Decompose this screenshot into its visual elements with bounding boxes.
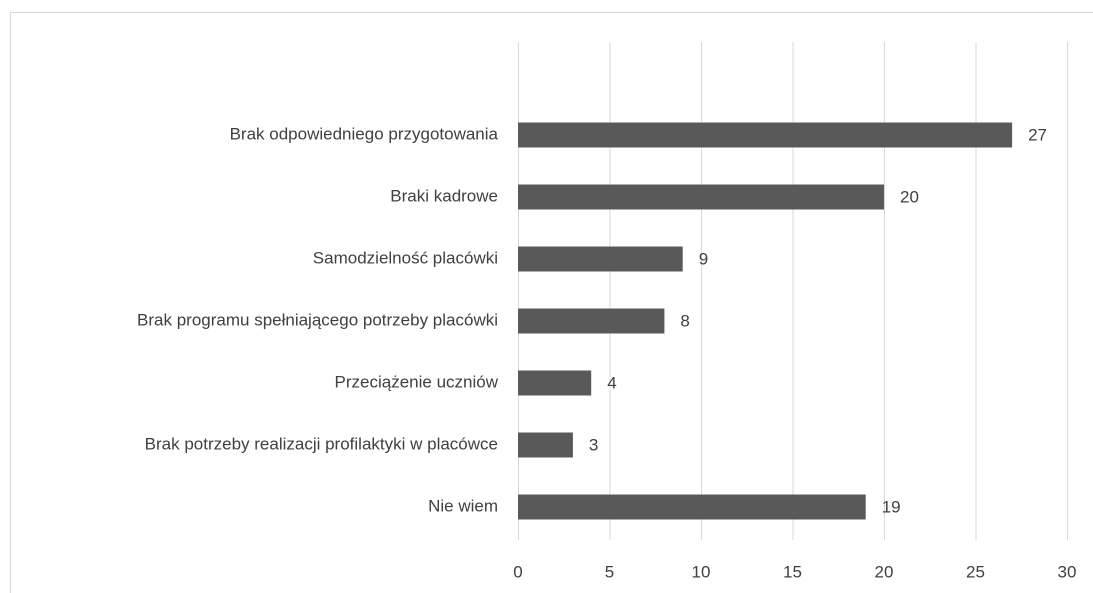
data-label: 19: [882, 497, 901, 516]
data-label: 8: [680, 311, 689, 330]
data-label: 3: [589, 435, 598, 454]
bar: [518, 370, 592, 396]
x-tick-label: 30: [1058, 562, 1077, 581]
x-tick-label: 5: [605, 562, 614, 581]
bar: [518, 184, 884, 210]
bar: [518, 122, 1013, 148]
chart-frame: [10, 12, 1093, 593]
x-tick-label: 20: [875, 562, 894, 581]
data-label: 27: [1028, 125, 1047, 144]
x-tick-label: 25: [966, 562, 985, 581]
bar: [518, 308, 665, 334]
y-tick-label: Samodzielność placówki: [313, 248, 498, 267]
x-tick-label: 10: [692, 562, 711, 581]
data-label: 4: [607, 373, 616, 392]
x-tick-label: 15: [783, 562, 802, 581]
y-tick-label: Braki kadrowe: [390, 186, 498, 205]
data-label: 9: [699, 249, 708, 268]
y-tick-label: Nie wiem: [428, 496, 498, 515]
data-label: 20: [900, 187, 919, 206]
y-tick-label: Brak odpowiedniego przygotowania: [230, 124, 499, 143]
x-tick-label: 0: [513, 562, 522, 581]
bar: [518, 246, 683, 272]
y-tick-label: Przeciążenie uczniów: [335, 372, 499, 391]
y-tick-label: Brak potrzeby realizacji profilaktyki w …: [145, 434, 498, 453]
y-tick-label: Brak programu spełniającego potrzeby pla…: [137, 310, 498, 329]
bar: [518, 432, 573, 458]
bar: [518, 494, 866, 520]
